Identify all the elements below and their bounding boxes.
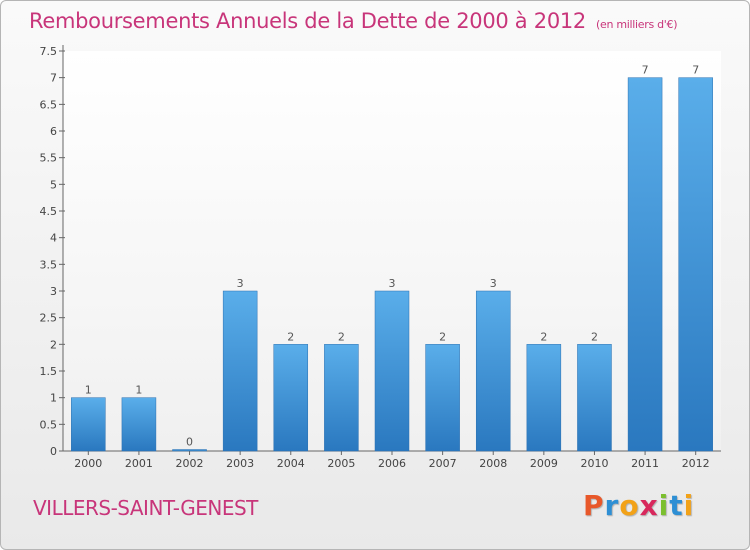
logo-letter: P <box>583 489 605 522</box>
logo-letter: r <box>604 489 620 522</box>
bar-2011 <box>627 77 663 452</box>
x-tick-label: 2005 <box>327 457 355 470</box>
x-tick-label: 2012 <box>682 457 710 470</box>
y-tick-label: 1 <box>50 392 57 405</box>
bar-2010 <box>577 344 612 452</box>
bar-2008 <box>475 290 511 452</box>
logo-letter: i <box>683 489 695 522</box>
chart-title: Remboursements Annuels de la Dette de 20… <box>29 9 677 33</box>
y-tick-label: 1.5 <box>40 365 58 378</box>
x-tick-label: 2009 <box>530 457 558 470</box>
y-tick-label: 6 <box>50 125 57 138</box>
bar-value-label: 3 <box>237 277 244 290</box>
y-tick-label: 4 <box>50 232 57 245</box>
logo-letter: o <box>619 489 640 522</box>
bar-value-label: 7 <box>642 64 649 77</box>
y-tick-label: 0.5 <box>40 418 58 431</box>
bar-value-label: 3 <box>389 277 396 290</box>
bar-value-label: 0 <box>186 436 193 449</box>
bar-value-label: 2 <box>540 330 547 343</box>
bar-value-label: 2 <box>591 330 598 343</box>
bars: 1 1 0 3 2 2 3 2 3 2 2 7 7 <box>71 64 713 452</box>
bar-value-label: 1 <box>135 384 142 397</box>
bar-2009 <box>526 344 562 452</box>
y-tick-label: 0 <box>50 445 57 458</box>
x-tick-label: 2007 <box>429 457 457 470</box>
y-tick-label: 2.5 <box>40 312 58 325</box>
bar-value-label: 1 <box>85 384 92 397</box>
y-tick-label: 4.5 <box>40 205 58 218</box>
x-tick-label: 2000 <box>74 457 102 470</box>
y-tick-label: 3.5 <box>40 258 58 271</box>
x-tick-label: 2008 <box>479 457 507 470</box>
x-tick-label: 2001 <box>125 457 153 470</box>
x-tick-label: 2010 <box>580 457 608 470</box>
y-tick-label: 6.5 <box>40 98 58 111</box>
bar-value-label: 2 <box>439 330 446 343</box>
bar-2001 <box>121 397 157 452</box>
logo-letter: x <box>639 489 659 522</box>
logo-letter: t <box>669 489 684 522</box>
logo-letter: i <box>658 489 670 522</box>
bar-2003 <box>222 290 258 452</box>
bar-2005 <box>324 344 359 452</box>
y-tick-label: 5 <box>50 178 57 191</box>
title-text: Remboursements Annuels de la Dette de 20… <box>29 9 586 33</box>
y-tick-label: 3 <box>50 285 57 298</box>
x-tick-label: 2004 <box>277 457 305 470</box>
y-tick-label: 5.5 <box>40 152 58 165</box>
chart-subtitle: (en milliers d'€) <box>596 18 678 31</box>
x-axis: 2000 2001 2002 2003 2004 2005 2006 2007 2008 2009… <box>63 450 721 470</box>
bar-value-label: 2 <box>287 330 294 343</box>
bar-2000 <box>71 397 106 452</box>
commune-name: VILLERS-SAINT-GENEST <box>33 496 258 520</box>
y-axis: 0 0.5 1 1.5 2 2.5 3 3.5 4 4.5 5 5.5 6 6.5 7 7.5 <box>40 45 65 458</box>
bar-value-label: 3 <box>490 277 497 290</box>
bar-2012 <box>678 77 713 452</box>
y-tick-label: 7.5 <box>40 45 58 58</box>
x-tick-label: 2011 <box>631 457 659 470</box>
bar-2004 <box>273 344 309 452</box>
bar-value-label: 2 <box>338 330 345 343</box>
bar-value-label: 7 <box>692 64 699 77</box>
x-tick-label: 2003 <box>226 457 254 470</box>
x-tick-label: 2006 <box>378 457 406 470</box>
bar-2002 <box>172 449 207 452</box>
bar-2006 <box>374 290 410 452</box>
x-tick-label: 2002 <box>176 457 204 470</box>
proxiti-logo: Proxiti <box>583 489 694 522</box>
y-tick-label: 2 <box>50 338 57 351</box>
y-tick-label: 7 <box>50 72 57 85</box>
bar-2007 <box>425 344 460 452</box>
